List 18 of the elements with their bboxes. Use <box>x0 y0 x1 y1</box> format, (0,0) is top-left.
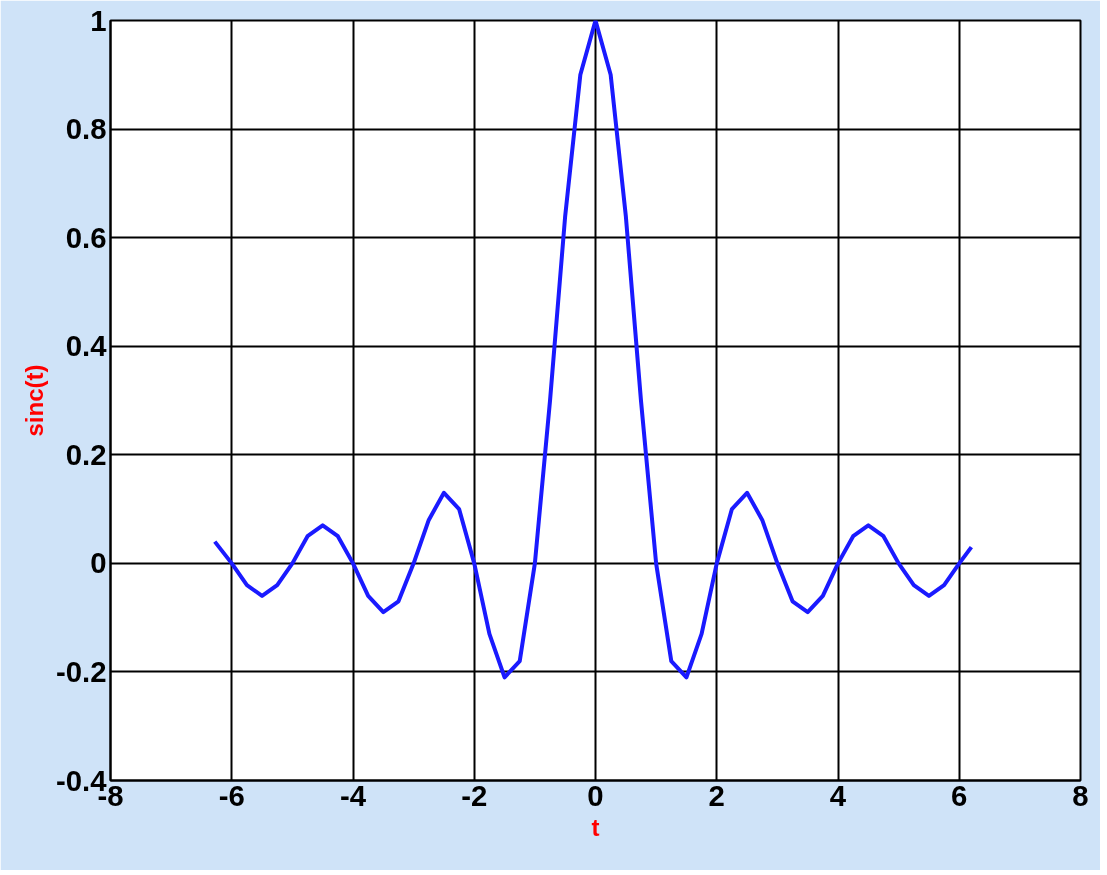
y-tick-label: 0 <box>90 546 107 580</box>
x-tick-label: -4 <box>339 778 367 812</box>
y-tick-label: 1 <box>90 3 107 37</box>
y-tick-label: -0.2 <box>55 654 107 688</box>
x-tick-label: 0 <box>587 778 604 812</box>
y-tick-label: 0.4 <box>65 329 108 363</box>
y-tick-label: 0.6 <box>65 220 107 254</box>
y-axis-title: sinc(t) <box>20 364 48 437</box>
x-tick-label: 4 <box>829 778 847 812</box>
x-axis-title: t <box>591 813 600 841</box>
x-tick-label: 6 <box>951 778 968 812</box>
x-tick-label: 2 <box>708 778 725 812</box>
y-tick-label: 0.2 <box>65 437 107 471</box>
x-tick-label: -2 <box>461 778 488 812</box>
x-tick-label: 8 <box>1072 778 1089 812</box>
y-tick-label: 0.8 <box>65 112 107 146</box>
line-series <box>212 20 974 680</box>
x-tick-label: -6 <box>218 778 245 812</box>
